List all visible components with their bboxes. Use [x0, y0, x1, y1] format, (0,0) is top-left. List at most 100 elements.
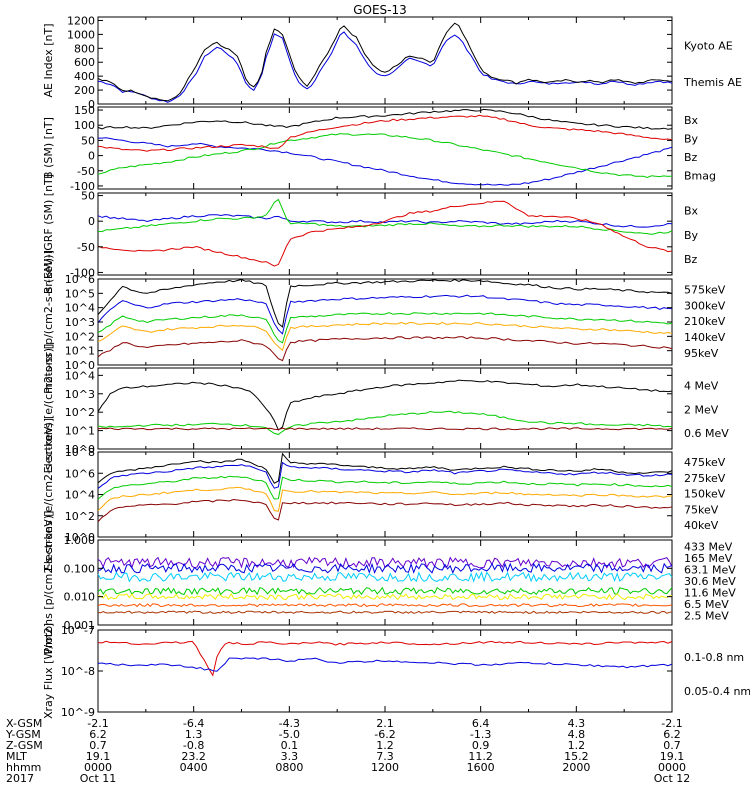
- y-tick-label: 50: [81, 190, 95, 203]
- series-line-0-6-mev: [97, 379, 673, 431]
- y-tick-label: 10^2: [65, 330, 95, 343]
- series-line-165-mev: [97, 562, 673, 575]
- y-tick-label: 0: [88, 215, 95, 228]
- y-axis-label: Protons [p/(cm2-s-sr-keV)]: [42, 511, 55, 655]
- series-line-bz: [97, 114, 673, 152]
- x-axis-value: 4.8: [568, 728, 586, 741]
- legend-entry: 165 MeV: [684, 552, 733, 565]
- legend-entry: Bz: [684, 253, 698, 266]
- series-line-kyoto-ae: [97, 31, 673, 103]
- legend-entry: 0.6 MeV: [684, 427, 729, 440]
- x-axis-row-label: Z-GSM: [6, 739, 43, 752]
- x-axis-value: -6.4: [183, 717, 204, 730]
- y-tick-label: 50: [81, 134, 95, 147]
- y-tick-label: 10^1: [65, 345, 95, 358]
- legend-entry: 150keV: [684, 488, 726, 501]
- legend-entry: 63.1 MeV: [684, 563, 736, 576]
- legend-entry: 95keV: [684, 347, 719, 360]
- y-tick-label: 10^4: [65, 489, 95, 502]
- x-axis-value: 0000: [658, 761, 686, 774]
- x-axis-row-label: hhmm: [6, 761, 41, 774]
- y-tick-label: -50: [77, 241, 95, 254]
- x-axis-value: 1.3: [185, 728, 203, 741]
- y-tick-label: 10^3: [65, 316, 95, 329]
- x-axis-row-label: Y-GSM: [5, 728, 41, 741]
- panel-2: -100 -50 0 50 100 150 B (SM) [nT] Bx By Bz Bmag: [42, 104, 716, 193]
- legend-entry: 275keV: [684, 472, 726, 485]
- y-tick-label: 10^3: [65, 388, 95, 401]
- series-line-140kev: [97, 321, 673, 352]
- x-axis-value: 0000: [84, 761, 112, 774]
- x-axis-row-label: 2017: [6, 772, 34, 785]
- series-line-themis-ae: [97, 22, 673, 102]
- x-axis-value: 2.1: [376, 717, 394, 730]
- x-axis-value: 11.2: [468, 750, 493, 763]
- x-axis-value: 0400: [180, 761, 208, 774]
- y-axis-label: AE Index [nT]: [42, 23, 55, 97]
- y-tick-label: 10^2: [65, 510, 95, 523]
- x-axis-value: Oct 11: [80, 772, 117, 785]
- y-tick-label: 0: [88, 98, 95, 111]
- y-tick-label: 1000: [67, 28, 95, 41]
- series-line-475kev: [97, 498, 673, 522]
- series-line-0-1-0-8-nm: [97, 640, 673, 677]
- legend-entry: 0.1-0.8 nm: [684, 651, 744, 664]
- x-axis-value: 1.2: [568, 739, 586, 752]
- series-line-bmag: [97, 108, 673, 130]
- y-tick-label: 800: [74, 42, 95, 55]
- x-axis-row-label: MLT: [6, 750, 27, 763]
- y-axis-label: B (SM)-IGRF (SM) [nT]: [42, 174, 55, 294]
- series-line-300kev: [97, 294, 673, 335]
- x-axis-value: 1.2: [376, 739, 394, 752]
- legend-entry: 300keV: [684, 299, 726, 312]
- y-tick-label: 10^0: [65, 443, 95, 456]
- series-line-by: [97, 198, 673, 235]
- x-axis-value: -1.3: [470, 728, 491, 741]
- x-axis-value: -2.1: [661, 717, 682, 730]
- x-axis-value: 19.1: [86, 750, 111, 763]
- x-axis-value: -2.1: [87, 717, 108, 730]
- panel-8: 10^-9 10^-8 10^-7 Xray Flux [W/m2] 0.1-0.8 n…: [42, 623, 750, 719]
- legend-entry: 575keV: [684, 283, 726, 296]
- panel-frame: [97, 367, 673, 450]
- panel-3: -100 -50 0 50 B (SM)-IGRF (SM) [nT] Bx By Bz: [42, 174, 699, 294]
- series-line-210kev: [97, 312, 673, 344]
- y-tick-label: 10^2: [65, 406, 95, 419]
- y-tick-label: 400: [74, 70, 95, 83]
- legend-entry: By: [684, 132, 699, 145]
- y-tick-label: 10^4: [65, 302, 95, 315]
- x-axis-value: 4.3: [568, 717, 586, 730]
- series-line-63-1-mev: [97, 570, 673, 583]
- panel-7: 0.001 0.010 0.100 1.000 Protons [p/(cm2-s-sr…: [42, 511, 736, 655]
- series-line-2-5-mev: [97, 610, 673, 614]
- series-line-11-6-mev: [97, 592, 673, 601]
- x-axis-value: 0.7: [89, 739, 107, 752]
- series-line-bx: [97, 214, 673, 228]
- x-axis-value: 0.1: [281, 739, 299, 752]
- series-line-30-6-mev: [97, 586, 673, 596]
- series-line-bz: [97, 200, 673, 267]
- legend-entry: 140keV: [684, 331, 726, 344]
- legend-entry: 75keV: [684, 503, 719, 516]
- y-tick-label: 10^0: [65, 359, 95, 372]
- panel-frame: [97, 192, 673, 276]
- series-line-4-mev: [97, 427, 673, 431]
- y-tick-label: 10^6: [65, 273, 95, 286]
- y-tick-label: 100: [74, 119, 95, 132]
- y-tick-label: 10^1: [65, 425, 95, 438]
- series-line-by: [97, 133, 673, 179]
- legend-entry: 2.5 MeV: [684, 609, 729, 622]
- x-axis-value: -5.0: [279, 728, 300, 741]
- y-tick-label: 10^-9: [61, 706, 95, 719]
- series-line-bx: [98, 137, 673, 186]
- legend-entry: 11.6 MeV: [684, 586, 736, 599]
- x-axis-value: 3.3: [281, 750, 299, 763]
- x-axis-value: 23.2: [181, 750, 206, 763]
- y-tick-label: 10^8: [65, 446, 95, 459]
- legend-entry: 433 MeV: [684, 540, 733, 553]
